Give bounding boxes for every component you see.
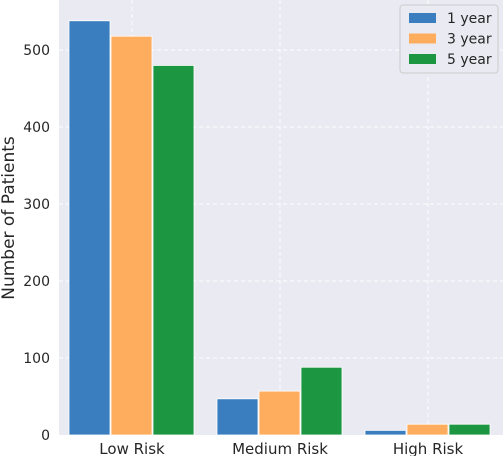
legend-swatch [409, 13, 436, 23]
y-tick-label: 300 [23, 197, 50, 213]
bar-3-year-high-risk [406, 423, 449, 436]
legend-label: 1 year [447, 11, 492, 27]
bar-1-year-high-risk [364, 429, 407, 436]
y-tick-label: 400 [23, 120, 50, 136]
bar-1-year-low-risk [68, 20, 111, 436]
bar-5-year-medium-risk [300, 366, 343, 436]
legend-swatch [409, 33, 436, 44]
legend: 1 year 3 year 5 year [399, 4, 499, 74]
y-tick-label: 100 [23, 351, 50, 367]
legend-label: 3 year [447, 32, 492, 48]
legend-label: 5 year [447, 52, 492, 68]
bars [68, 20, 491, 436]
bar-5-year-low-risk [152, 65, 195, 436]
y-tick-label: 500 [23, 43, 50, 59]
x-tick-label: High Risk [393, 440, 464, 456]
bar-5-year-high-risk [448, 423, 491, 436]
y-axis-ticks: 0 100 200 300 400 500 [23, 43, 50, 444]
y-tick-label: 0 [41, 428, 50, 444]
bar-3-year-low-risk [110, 35, 153, 436]
y-axis-label: Number of Patients [0, 136, 19, 300]
legend-swatch [409, 54, 436, 64]
x-tick-label: Low Risk [99, 440, 165, 456]
x-tick-label: Medium Risk [232, 440, 328, 456]
bar-3-year-medium-risk [258, 390, 301, 436]
y-tick-label: 200 [23, 274, 50, 290]
bar-1-year-medium-risk [216, 398, 259, 436]
x-axis-ticks: Low Risk Medium Risk High Risk [99, 440, 464, 458]
